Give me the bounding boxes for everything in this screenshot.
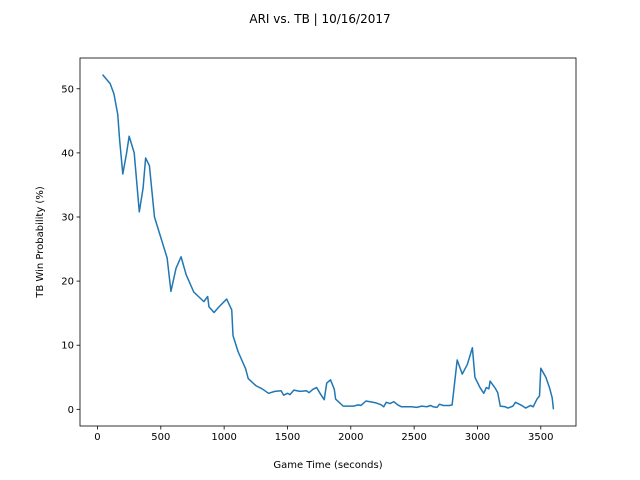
- x-tick-label: 0: [94, 432, 100, 443]
- y-tick-label: 10: [61, 341, 74, 352]
- y-tick-label: 0: [68, 405, 74, 416]
- y-tick-label: 50: [61, 84, 74, 95]
- y-tick-label: 20: [61, 277, 74, 288]
- y-tick-label: 40: [61, 148, 74, 159]
- x-tick-label: 3000: [465, 432, 490, 443]
- x-axis-label: Game Time (seconds): [273, 460, 382, 471]
- chart-title: ARI vs. TB | 10/16/2017: [249, 12, 390, 26]
- x-tick-label: 500: [151, 432, 170, 443]
- x-tick-label: 1500: [275, 432, 300, 443]
- x-tick-label: 3500: [528, 432, 553, 443]
- y-axis-label: TB Win Probability (%): [35, 186, 46, 299]
- plot-frame: [79, 57, 577, 427]
- data-line: [101, 74, 555, 410]
- x-tick-label: 2000: [338, 432, 363, 443]
- x-tick-label: 2500: [401, 432, 426, 443]
- x-tick-label: 1000: [211, 432, 236, 443]
- y-tick-label: 30: [61, 212, 74, 223]
